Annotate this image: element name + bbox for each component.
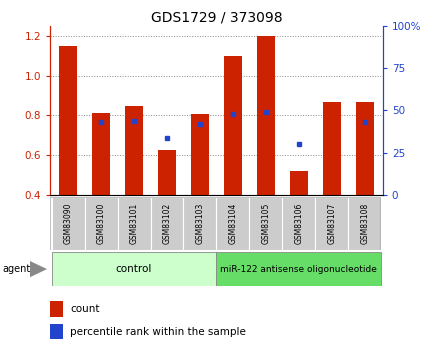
Bar — [322, 102, 340, 195]
Text: agent: agent — [2, 264, 30, 274]
Bar — [224, 56, 241, 195]
Text: count: count — [70, 304, 99, 314]
Bar — [289, 171, 307, 195]
Text: control: control — [115, 264, 152, 274]
Text: GSM83107: GSM83107 — [326, 203, 335, 244]
Text: GSM83100: GSM83100 — [96, 203, 105, 244]
Bar — [355, 102, 373, 195]
Title: GDS1729 / 373098: GDS1729 / 373098 — [150, 11, 282, 25]
Text: GSM83090: GSM83090 — [63, 203, 72, 244]
Bar — [125, 106, 143, 195]
Bar — [59, 46, 77, 195]
Text: percentile rank within the sample: percentile rank within the sample — [70, 327, 245, 337]
Bar — [183, 197, 216, 250]
Bar — [216, 197, 249, 250]
Text: GSM83103: GSM83103 — [195, 203, 204, 244]
Text: GSM83101: GSM83101 — [129, 203, 138, 244]
Bar — [347, 197, 380, 250]
Bar — [50, 301, 63, 317]
Text: miR-122 antisense oligonucleotide: miR-122 antisense oligonucleotide — [220, 265, 376, 274]
Text: GSM83106: GSM83106 — [294, 203, 302, 244]
Bar — [52, 197, 85, 250]
Text: GSM83105: GSM83105 — [261, 203, 270, 244]
Bar — [249, 197, 282, 250]
Bar — [150, 197, 183, 250]
Bar — [117, 197, 150, 250]
Bar — [85, 197, 117, 250]
Bar — [282, 197, 315, 250]
Text: GSM83102: GSM83102 — [162, 203, 171, 244]
Text: GSM83108: GSM83108 — [359, 203, 368, 244]
Bar — [158, 150, 176, 195]
Bar — [315, 197, 347, 250]
Bar — [216, 252, 380, 286]
Text: GSM83104: GSM83104 — [228, 203, 237, 244]
Polygon shape — [30, 261, 47, 277]
Bar — [191, 115, 208, 195]
Bar — [256, 36, 274, 195]
Bar — [92, 114, 110, 195]
Bar — [52, 252, 216, 286]
Bar — [50, 324, 63, 339]
